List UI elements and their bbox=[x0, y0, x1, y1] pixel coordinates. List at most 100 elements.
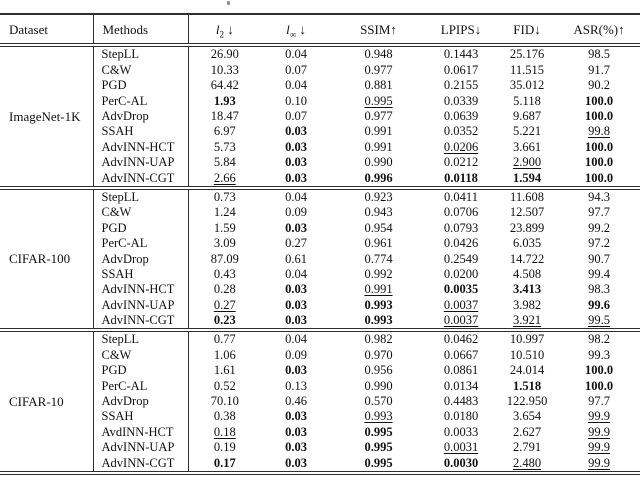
cell-linf: 0.03 bbox=[285, 220, 307, 235]
method-label: StepLL bbox=[93, 45, 189, 63]
cell-fid: 1.518 bbox=[512, 378, 542, 393]
cell-lpips: 0.0033 bbox=[443, 424, 479, 439]
table-row: AdvDrop 87.09 0.61 0.774 0.2549 14.722 90.7 bbox=[0, 251, 640, 267]
table-row: PGD 1.59 0.03 0.954 0.0793 23.899 99.2 bbox=[0, 220, 640, 236]
cell-linf: 0.03 bbox=[261, 455, 331, 475]
cell-ssim: 0.956 bbox=[364, 363, 393, 378]
dataset-label: CIFAR-10 bbox=[0, 328, 94, 475]
method-label: AdvDrop bbox=[93, 251, 189, 267]
cell-ssim: 0.977 bbox=[364, 62, 393, 77]
table-row: AdvINN-CGT 0.17 0.03 0.995 0.0030 2.480 99.9 bbox=[0, 455, 640, 475]
cell-l2: 0.23 bbox=[213, 313, 236, 328]
cell-fid: 3.654 bbox=[512, 409, 542, 424]
dataset-label: ImageNet-1K bbox=[0, 45, 94, 188]
method-label: AdvINN-HCT bbox=[93, 139, 189, 155]
table-row: SSAH 0.38 0.03 0.993 0.0180 3.654 99.9 bbox=[0, 408, 640, 425]
method-label: AdvINN-UAP bbox=[93, 297, 189, 313]
table-row: AdvINN-HCT 0.28 0.03 0.991 0.0035 3.413 98.3 bbox=[0, 281, 640, 298]
method-label: C&W bbox=[93, 347, 189, 363]
cell-linf: 0.03 bbox=[285, 313, 307, 328]
cell-ssim: 0.995 bbox=[364, 424, 393, 439]
method-label: AdvINN-HCT bbox=[93, 281, 189, 298]
cell-linf: 0.04 bbox=[261, 327, 331, 348]
cell-ssim: 0.961 bbox=[364, 236, 393, 251]
cell-linf: 0.46 bbox=[285, 394, 307, 409]
cell-fid: 6.035 bbox=[512, 236, 542, 251]
method-label: C&W bbox=[93, 62, 189, 78]
cell-asr: 99.8 bbox=[588, 124, 610, 139]
cell-l2: 0.17 bbox=[188, 455, 261, 475]
cell-l2: 26.90 bbox=[210, 47, 239, 62]
column-header-asr: ASR(%)↑ bbox=[558, 13, 640, 47]
cell-lpips: 0.0118 bbox=[444, 170, 478, 185]
cell-asr: 100.0 bbox=[584, 109, 614, 123]
cell-lpips: 0.0462 bbox=[426, 327, 496, 348]
cell-l2: 0.38 bbox=[213, 409, 236, 424]
cell-lpips: 0.0352 bbox=[443, 124, 479, 139]
cell-asr: 100.0 bbox=[584, 155, 614, 170]
cell-linf: 0.04 bbox=[285, 47, 307, 62]
cell-fid: 2.480 bbox=[496, 455, 558, 475]
cell-fid: 12.507 bbox=[509, 205, 545, 220]
cell-asr: 100.0 bbox=[584, 378, 614, 393]
cell-linf: 0.03 bbox=[285, 440, 307, 455]
cell-ssim: 0.923 bbox=[331, 185, 426, 205]
method-label: SSAH bbox=[93, 266, 189, 282]
method-label: PerC-AL bbox=[93, 93, 189, 109]
cell-lpips: 0.0134 bbox=[443, 378, 479, 393]
cell-l2: 1.06 bbox=[213, 347, 236, 362]
cell-l2: 0.73 bbox=[188, 185, 261, 205]
cell-l2: 3.09 bbox=[213, 236, 236, 251]
table-row: AdvINN-CGT 2.66 0.03 0.996 0.0118 1.594 100.0 bbox=[0, 170, 640, 188]
cell-ssim: 0.991 bbox=[364, 139, 393, 154]
column-header-linf: l∞ ↓ bbox=[261, 13, 331, 47]
method-label: AdvINN-CGT bbox=[93, 170, 189, 188]
method-label: PGD bbox=[93, 362, 189, 379]
cell-lpips: 0.0200 bbox=[443, 266, 479, 281]
cell-lpips: 0.0339 bbox=[443, 93, 479, 108]
cell-lpips: 0.2155 bbox=[443, 78, 479, 93]
cell-ssim: 0.570 bbox=[364, 394, 393, 409]
cell-asr: 91.7 bbox=[588, 62, 610, 77]
cell-lpips: 0.0861 bbox=[443, 363, 479, 378]
cell-l2: 1.59 bbox=[213, 220, 236, 235]
cell-lpips: 0.4483 bbox=[443, 394, 479, 409]
cell-fid: 11.515 bbox=[510, 62, 544, 77]
results-table: Dataset Methods l2 ↓ l∞ ↓ SSIM↑ LPIPS↓ FID↓ ASR… bbox=[0, 13, 640, 475]
cell-asr: 100.0 bbox=[584, 170, 614, 185]
cell-l2: 0.43 bbox=[213, 266, 236, 281]
cell-fid: 3.982 bbox=[512, 297, 542, 312]
table-row: PerC-AL 1.93 0.10 0.995 0.0339 5.118 100.0 bbox=[0, 93, 640, 109]
cell-l2: 0.77 bbox=[188, 327, 261, 348]
cell-linf: 0.27 bbox=[285, 236, 307, 251]
cell-lpips: 0.0035 bbox=[443, 282, 479, 297]
cell-ssim: 0.996 bbox=[364, 170, 393, 185]
cell-lpips: 0.0206 bbox=[443, 139, 479, 154]
method-label: C&W bbox=[93, 204, 189, 221]
method-label: PerC-AL bbox=[93, 378, 189, 394]
cell-fid: 3.921 bbox=[512, 313, 542, 328]
cell-asr: 98.2 bbox=[558, 327, 640, 348]
cell-fid: 1.594 bbox=[512, 170, 542, 185]
dataset-section: ImageNet-1K StepLL 26.90 0.04 0.948 0.1443 25.… bbox=[0, 45, 640, 188]
cell-fid: 2.791 bbox=[512, 440, 542, 455]
table-row: C&W 1.06 0.09 0.970 0.0667 10.510 99.3 bbox=[0, 347, 640, 363]
cell-linf: 0.04 bbox=[285, 78, 307, 93]
table-row: PGD 1.61 0.03 0.956 0.0861 24.014 100.0 bbox=[0, 362, 640, 379]
cell-fid: 122.950 bbox=[506, 394, 548, 409]
method-label: StepLL bbox=[93, 185, 189, 205]
method-label: StepLL bbox=[93, 327, 189, 348]
cell-fid: 11.608 bbox=[496, 185, 558, 205]
cell-ssim: 0.995 bbox=[364, 440, 393, 455]
cell-asr: 90.7 bbox=[588, 251, 610, 266]
table-row: AvdINN-HCT 0.18 0.03 0.995 0.0033 2.627 99.9 bbox=[0, 424, 640, 440]
cell-ssim: 0.992 bbox=[364, 266, 393, 281]
table-row: SSAH 0.43 0.04 0.992 0.0200 4.508 99.4 bbox=[0, 266, 640, 282]
table-row: AdvINN-UAP 0.27 0.03 0.993 0.0037 3.982 99.6 bbox=[0, 297, 640, 313]
table-row: PGD 64.42 0.04 0.881 0.2155 35.012 90.2 bbox=[0, 77, 640, 94]
cell-fid: 3.413 bbox=[512, 282, 542, 297]
cell-asr: 97.2 bbox=[588, 236, 610, 251]
cell-fid: 23.899 bbox=[509, 220, 545, 235]
cell-lpips: 0.0037 bbox=[443, 313, 479, 328]
